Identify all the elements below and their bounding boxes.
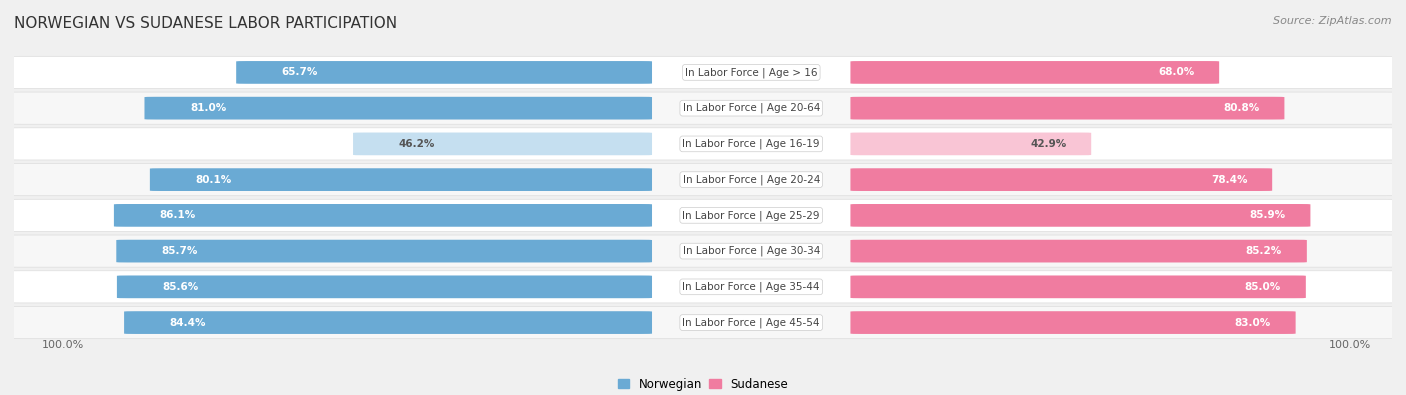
Text: 46.2%: 46.2% — [398, 139, 434, 149]
Text: In Labor Force | Age 30-34: In Labor Force | Age 30-34 — [682, 246, 820, 256]
Text: 81.0%: 81.0% — [190, 103, 226, 113]
FancyBboxPatch shape — [7, 56, 1399, 88]
FancyBboxPatch shape — [7, 92, 1399, 124]
FancyBboxPatch shape — [7, 128, 1399, 160]
Text: In Labor Force | Age > 16: In Labor Force | Age > 16 — [685, 67, 817, 78]
FancyBboxPatch shape — [851, 61, 1219, 84]
FancyBboxPatch shape — [236, 61, 652, 84]
Legend: Norwegian, Sudanese: Norwegian, Sudanese — [613, 373, 793, 395]
FancyBboxPatch shape — [7, 199, 1399, 231]
FancyBboxPatch shape — [7, 235, 1399, 267]
Text: 85.0%: 85.0% — [1244, 282, 1281, 292]
Text: 86.1%: 86.1% — [159, 211, 195, 220]
FancyBboxPatch shape — [7, 164, 1399, 196]
FancyBboxPatch shape — [124, 311, 652, 334]
Text: In Labor Force | Age 20-64: In Labor Force | Age 20-64 — [682, 103, 820, 113]
FancyBboxPatch shape — [851, 275, 1306, 298]
Text: 80.1%: 80.1% — [195, 175, 232, 184]
Text: 78.4%: 78.4% — [1211, 175, 1247, 184]
Text: 85.9%: 85.9% — [1250, 211, 1285, 220]
Text: 85.6%: 85.6% — [162, 282, 198, 292]
FancyBboxPatch shape — [7, 271, 1399, 303]
FancyBboxPatch shape — [7, 307, 1399, 339]
FancyBboxPatch shape — [851, 240, 1306, 262]
Text: 100.0%: 100.0% — [42, 340, 84, 350]
FancyBboxPatch shape — [117, 240, 652, 262]
Text: In Labor Force | Age 35-44: In Labor Force | Age 35-44 — [682, 282, 820, 292]
Text: Source: ZipAtlas.com: Source: ZipAtlas.com — [1274, 16, 1392, 26]
FancyBboxPatch shape — [117, 275, 652, 298]
FancyBboxPatch shape — [353, 133, 652, 155]
FancyBboxPatch shape — [150, 168, 652, 191]
Text: 85.2%: 85.2% — [1246, 246, 1282, 256]
FancyBboxPatch shape — [851, 97, 1285, 120]
Text: NORWEGIAN VS SUDANESE LABOR PARTICIPATION: NORWEGIAN VS SUDANESE LABOR PARTICIPATIO… — [14, 16, 396, 31]
FancyBboxPatch shape — [851, 168, 1272, 191]
Text: In Labor Force | Age 16-19: In Labor Force | Age 16-19 — [682, 139, 820, 149]
Text: 68.0%: 68.0% — [1159, 68, 1194, 77]
Text: 42.9%: 42.9% — [1031, 139, 1066, 149]
Text: 84.4%: 84.4% — [170, 318, 207, 327]
FancyBboxPatch shape — [851, 311, 1295, 334]
Text: In Labor Force | Age 45-54: In Labor Force | Age 45-54 — [682, 317, 820, 328]
FancyBboxPatch shape — [851, 133, 1091, 155]
FancyBboxPatch shape — [114, 204, 652, 227]
Text: 80.8%: 80.8% — [1223, 103, 1260, 113]
Text: In Labor Force | Age 20-24: In Labor Force | Age 20-24 — [682, 174, 820, 185]
Text: 85.7%: 85.7% — [162, 246, 198, 256]
FancyBboxPatch shape — [145, 97, 652, 120]
Text: In Labor Force | Age 25-29: In Labor Force | Age 25-29 — [682, 210, 820, 221]
FancyBboxPatch shape — [851, 204, 1310, 227]
Text: 83.0%: 83.0% — [1234, 318, 1271, 327]
Text: 100.0%: 100.0% — [1329, 340, 1371, 350]
Text: 65.7%: 65.7% — [281, 68, 318, 77]
